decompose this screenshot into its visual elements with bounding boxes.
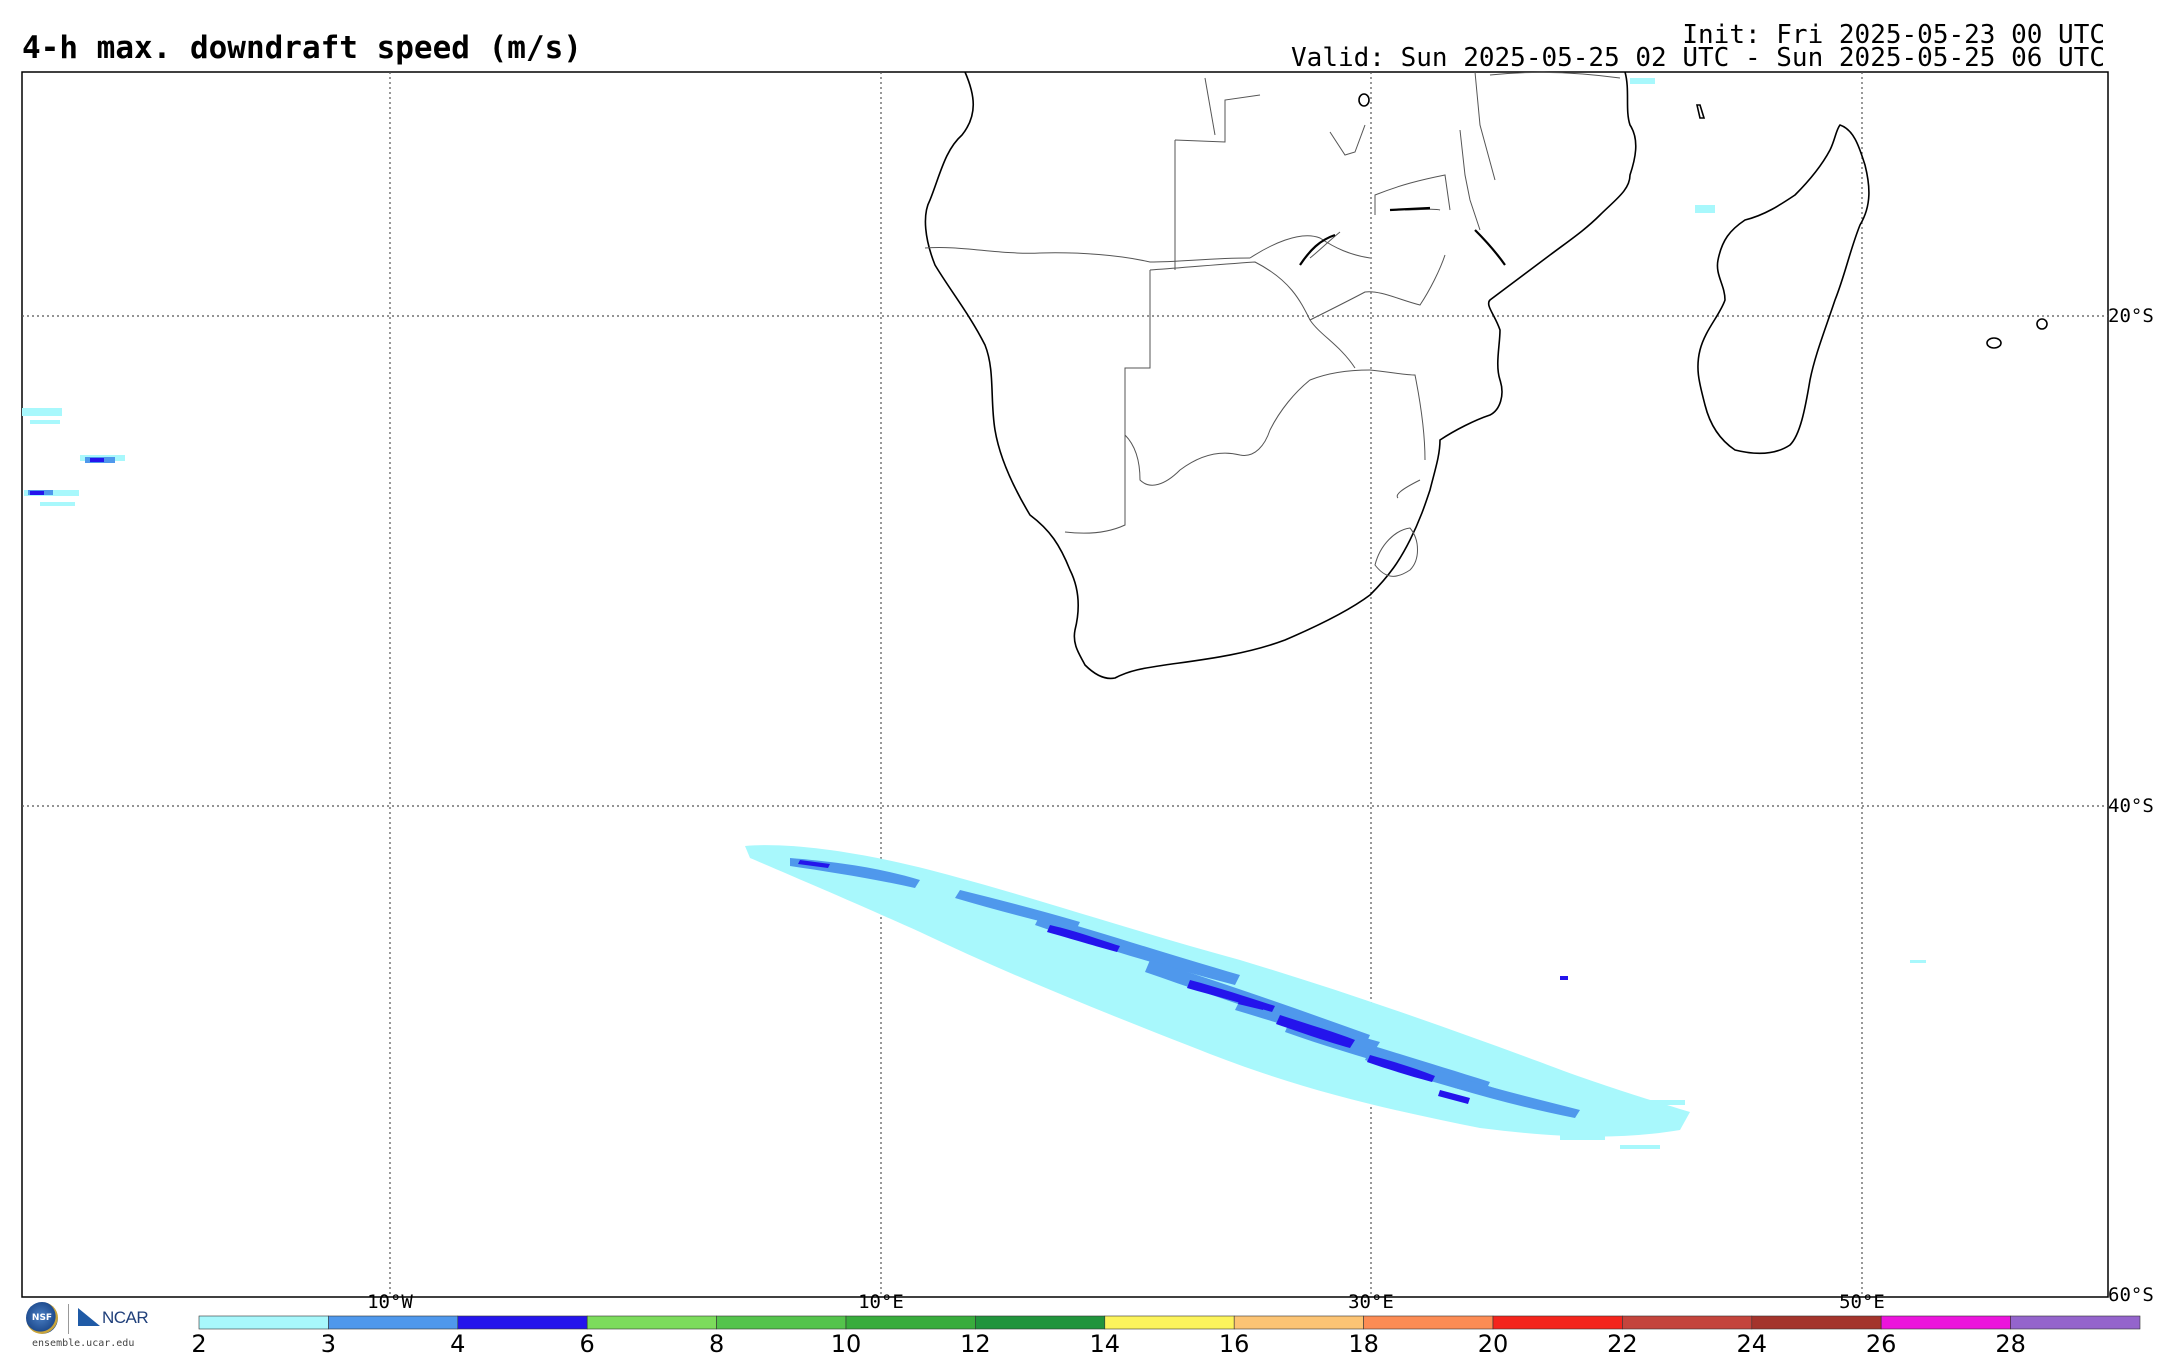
lake-malawi [1474,229,1506,266]
colorbar-tick-label: 10 [830,1330,862,1358]
lon-label-10e: 10°E [858,1291,904,1313]
madagascar-coast [1697,124,1870,455]
colorbar-tick-label: 22 [1607,1330,1638,1358]
colorbar-tick-label: 4 [450,1330,466,1358]
lon-label-10w: 10°W [367,1291,413,1313]
lon-label-30e: 30°E [1348,1291,1394,1313]
ncar-mark-icon [78,1308,100,1326]
site-url: ensemble.ucar.edu [32,1338,135,1349]
colorbar-tick-label: 18 [1348,1330,1379,1358]
country-borders [924,71,1621,577]
colorbar-tick-label: 28 [1995,1330,2026,1358]
colorbar-tick-label: 3 [320,1330,337,1358]
colorbar-tick-label: 24 [1736,1330,1768,1358]
colorbar-tick-label: 14 [1089,1330,1121,1358]
lat-label-20s: 20°S [2108,305,2154,327]
map-title: 4-h max. downdraft speed (m/s) [22,30,582,66]
colorbar-tick-label: 16 [1218,1330,1250,1358]
colorbar-tick-label: 2 [191,1330,207,1358]
lake-kariba [1299,233,1336,266]
lat-label-60s: 60°S [2108,1284,2154,1306]
ncar-logo: NCAR [102,1308,149,1327]
comoros-island [1695,104,1706,119]
downdraft-shading [22,78,1926,1149]
colorbar-tick-label: 12 [960,1330,991,1358]
mauritius-island [2036,318,2048,330]
graticule [22,72,2108,1297]
lake-cahora [1389,206,1431,212]
map-frame [21,71,2109,1298]
logo-divider [68,1304,69,1334]
valid-time: Valid: Sun 2025-05-25 02 UTC - Sun 2025-… [1291,43,2105,73]
logos: NSF NCAR ensemble.ucar.edu [22,1300,162,1354]
africa-coast [924,71,1637,680]
shading-fragments [22,78,1926,1149]
shading-4-6 [30,458,1568,1104]
nsf-logo: NSF [26,1302,58,1334]
init-time: Init: Fri 2025-05-23 00 UTC [1682,20,2105,50]
coastlines [924,71,2048,680]
colorbar-tick-label: 20 [1477,1330,1509,1358]
lake-island [1358,93,1370,107]
colorbar-tick-label: 6 [579,1330,595,1358]
colorbar-tick-label: 8 [708,1330,725,1358]
lakes [1299,206,1506,266]
reunion-island [1986,337,2002,349]
colorbar-tick-label: 26 [1865,1330,1897,1358]
lon-label-50e: 50°E [1839,1291,1885,1313]
lat-label-40s: 40°S [2108,795,2154,817]
